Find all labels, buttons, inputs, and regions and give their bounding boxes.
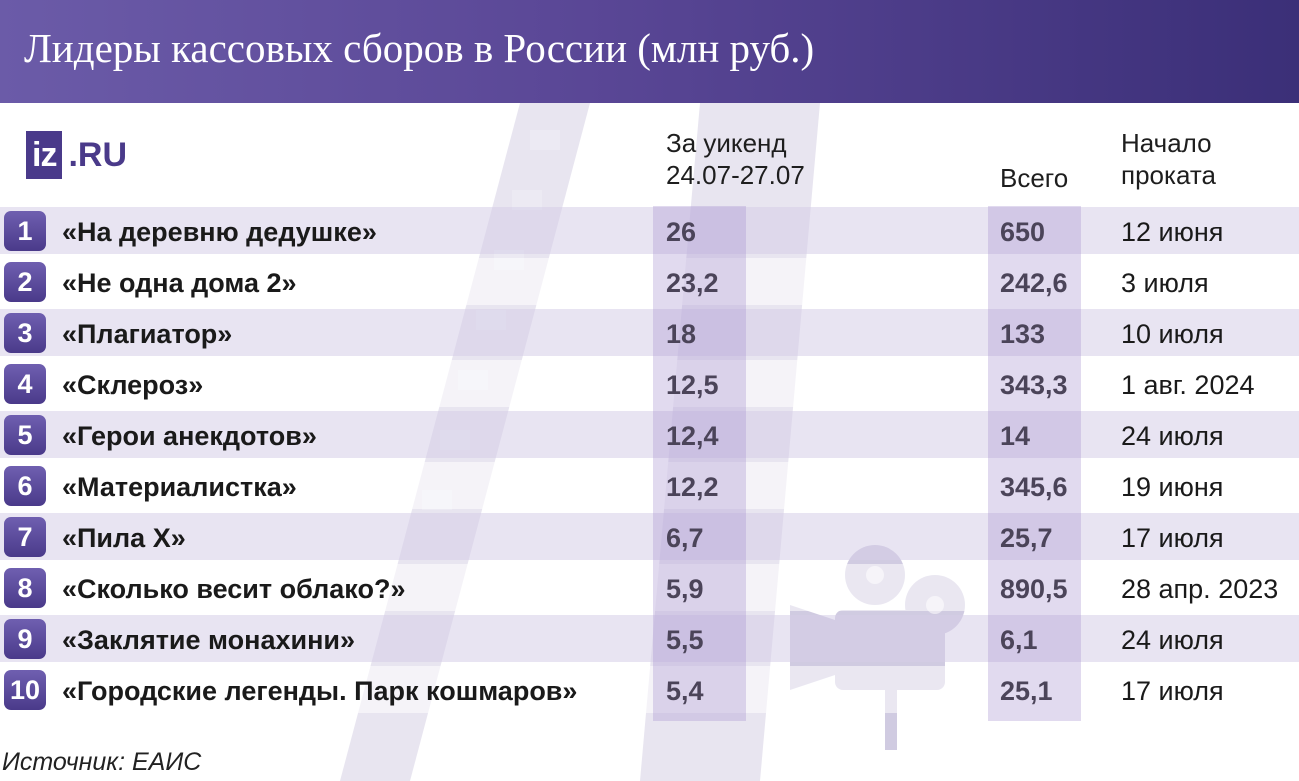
release-date: 1 авг. 2024	[1121, 370, 1255, 400]
total-value: 345,6	[1000, 472, 1068, 502]
total-value: 242,6	[1000, 268, 1068, 298]
release-date: 12 июня	[1121, 217, 1224, 247]
release-date: 3 июля	[1121, 268, 1209, 298]
rank-badge: 9	[4, 619, 46, 659]
weekend-value: 23,2	[666, 268, 719, 298]
release-date: 17 июля	[1121, 676, 1224, 706]
film-title: «Склероз»	[62, 370, 204, 400]
total-value: 14	[1000, 421, 1031, 451]
table-row: 8 «Сколько весит облако?» 5,9 890,5 28 апр. …	[0, 564, 1299, 611]
release-date: 10 июля	[1121, 319, 1224, 349]
weekend-value: 6,7	[666, 523, 704, 553]
chart-title: Лидеры кассовых сборов в России (млн руб…	[24, 25, 815, 71]
total-value: 6,1	[1000, 625, 1038, 655]
rank-badge: 1	[4, 211, 46, 251]
rank-badge: 6	[4, 466, 46, 506]
weekend-value: 12,2	[666, 472, 719, 502]
rank-badge: 4	[4, 364, 46, 404]
weekend-value: 5,4	[666, 676, 704, 706]
total-value: 133	[1000, 319, 1046, 349]
film-title: «Заклятие монахини»	[62, 625, 356, 655]
film-title: «Плагиатор»	[62, 319, 233, 349]
film-title: «Сколько весит облако?»	[62, 574, 406, 604]
table-row: 9 «Заклятие монахини» 5,5 6,1 24 июля	[0, 615, 1299, 662]
film-title: «Не одна дома 2»	[62, 268, 297, 298]
column-header-start-line2: проката	[1121, 160, 1216, 190]
column-header-start: Начало проката	[1121, 127, 1216, 191]
rank-badge: 8	[4, 568, 46, 608]
column-header-weekend-line2: 24.07-27.07	[666, 160, 805, 190]
source-note: Источник: ЕАИС	[2, 748, 202, 776]
weekend-column-highlight	[653, 206, 746, 721]
weekend-value: 26	[666, 217, 697, 247]
release-date: 17 июля	[1121, 523, 1224, 553]
total-value: 343,3	[1000, 370, 1068, 400]
rank-badge: 3	[4, 313, 46, 353]
release-date: 28 апр. 2023	[1121, 574, 1279, 604]
weekend-value: 12,4	[666, 421, 719, 451]
table-row: 10 «Городские легенды. Парк кошмаров» 5,4 2…	[0, 666, 1299, 713]
film-title: «Материалистка»	[62, 472, 297, 502]
film-title: «Городские легенды. Парк кошмаров»	[62, 676, 578, 706]
table-row: 2 «Не одна дома 2» 23,2 242,6 3 июля	[0, 258, 1299, 305]
table-row: 1 «На деревню дедушке» 26 650 12 июня	[0, 207, 1299, 254]
column-header-weekend: За уикенд 24.07-27.07	[666, 127, 805, 191]
weekend-value: 18	[666, 319, 697, 349]
total-value: 25,7	[1000, 523, 1053, 553]
total-column-highlight	[988, 206, 1081, 721]
total-value: 890,5	[1000, 574, 1068, 604]
header-bar: Лидеры кассовых сборов в России (млн руб…	[0, 0, 1299, 103]
table-row: 4 «Склероз» 12,5 343,3 1 авг. 2024	[0, 360, 1299, 407]
logo-ru: .RU	[68, 135, 128, 174]
table-row: 5 «Герои анекдотов» 12,4 14 24 июля	[0, 411, 1299, 458]
column-header-weekend-line1: За уикенд	[666, 128, 787, 158]
table-row: 3 «Плагиатор» 18 133 10 июля	[0, 309, 1299, 356]
rank-badge: 10	[4, 670, 46, 710]
rank-badge: 7	[4, 517, 46, 557]
film-title: «Пила X»	[62, 523, 186, 553]
table-row: 6 «Материалистка» 12,2 345,6 19 июня	[0, 462, 1299, 509]
column-header-total: Всего	[1000, 163, 1069, 193]
film-title: «Герои анекдотов»	[62, 421, 317, 451]
rank-badge: 5	[4, 415, 46, 455]
weekend-value: 5,9	[666, 574, 704, 604]
table-row: 7 «Пила X» 6,7 25,7 17 июля	[0, 513, 1299, 560]
iz-ru-logo: iz .RU	[26, 128, 127, 182]
release-date: 24 июля	[1121, 625, 1224, 655]
release-date: 24 июля	[1121, 421, 1224, 451]
total-value: 25,1	[1000, 676, 1053, 706]
release-date: 19 июня	[1121, 472, 1224, 502]
weekend-value: 5,5	[666, 625, 704, 655]
logo-iz: iz	[26, 131, 63, 179]
column-header-start-line1: Начало	[1121, 128, 1212, 158]
total-value: 650	[1000, 217, 1046, 247]
rank-badge: 2	[4, 262, 46, 302]
weekend-value: 12,5	[666, 370, 719, 400]
film-title: «На деревню дедушке»	[62, 217, 377, 247]
